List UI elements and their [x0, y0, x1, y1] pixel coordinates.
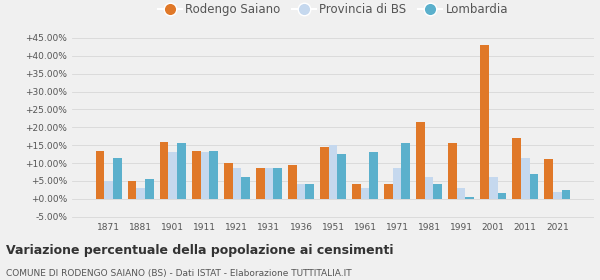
Bar — [104, 181, 113, 199]
Bar — [425, 177, 433, 199]
Bar — [497, 193, 506, 199]
Bar — [433, 185, 442, 199]
Bar — [480, 45, 489, 199]
Bar — [401, 143, 410, 199]
Bar — [489, 177, 497, 199]
Legend: Rodengo Saiano, Provincia di BS, Lombardia: Rodengo Saiano, Provincia di BS, Lombard… — [154, 0, 512, 21]
Bar — [305, 185, 314, 199]
Bar — [256, 168, 265, 199]
Bar — [241, 177, 250, 199]
Bar — [448, 143, 457, 199]
Bar — [209, 151, 218, 199]
Bar — [466, 197, 474, 199]
Bar — [562, 190, 570, 199]
Bar — [521, 158, 530, 199]
Bar — [233, 168, 241, 199]
Bar — [96, 151, 104, 199]
Bar — [530, 174, 538, 199]
Bar — [113, 158, 122, 199]
Bar — [177, 143, 186, 199]
Bar — [544, 159, 553, 199]
Bar — [457, 188, 466, 199]
Bar — [512, 138, 521, 199]
Bar — [370, 152, 378, 199]
Bar — [160, 142, 169, 199]
Bar — [288, 165, 296, 199]
Bar — [265, 168, 273, 199]
Bar — [273, 168, 282, 199]
Bar — [145, 179, 154, 199]
Bar — [296, 185, 305, 199]
Bar — [192, 151, 200, 199]
Bar — [329, 145, 337, 199]
Bar — [224, 163, 233, 199]
Bar — [337, 154, 346, 199]
Text: Variazione percentuale della popolazione ai censimenti: Variazione percentuale della popolazione… — [6, 244, 394, 256]
Bar — [361, 188, 370, 199]
Text: COMUNE DI RODENGO SAIANO (BS) - Dati ISTAT - Elaborazione TUTTITALIA.IT: COMUNE DI RODENGO SAIANO (BS) - Dati IST… — [6, 269, 352, 278]
Bar — [200, 152, 209, 199]
Bar — [384, 185, 393, 199]
Bar — [352, 185, 361, 199]
Bar — [393, 168, 401, 199]
Bar — [320, 147, 329, 199]
Bar — [416, 122, 425, 199]
Bar — [553, 192, 562, 199]
Bar — [128, 181, 136, 199]
Bar — [136, 188, 145, 199]
Bar — [169, 152, 177, 199]
